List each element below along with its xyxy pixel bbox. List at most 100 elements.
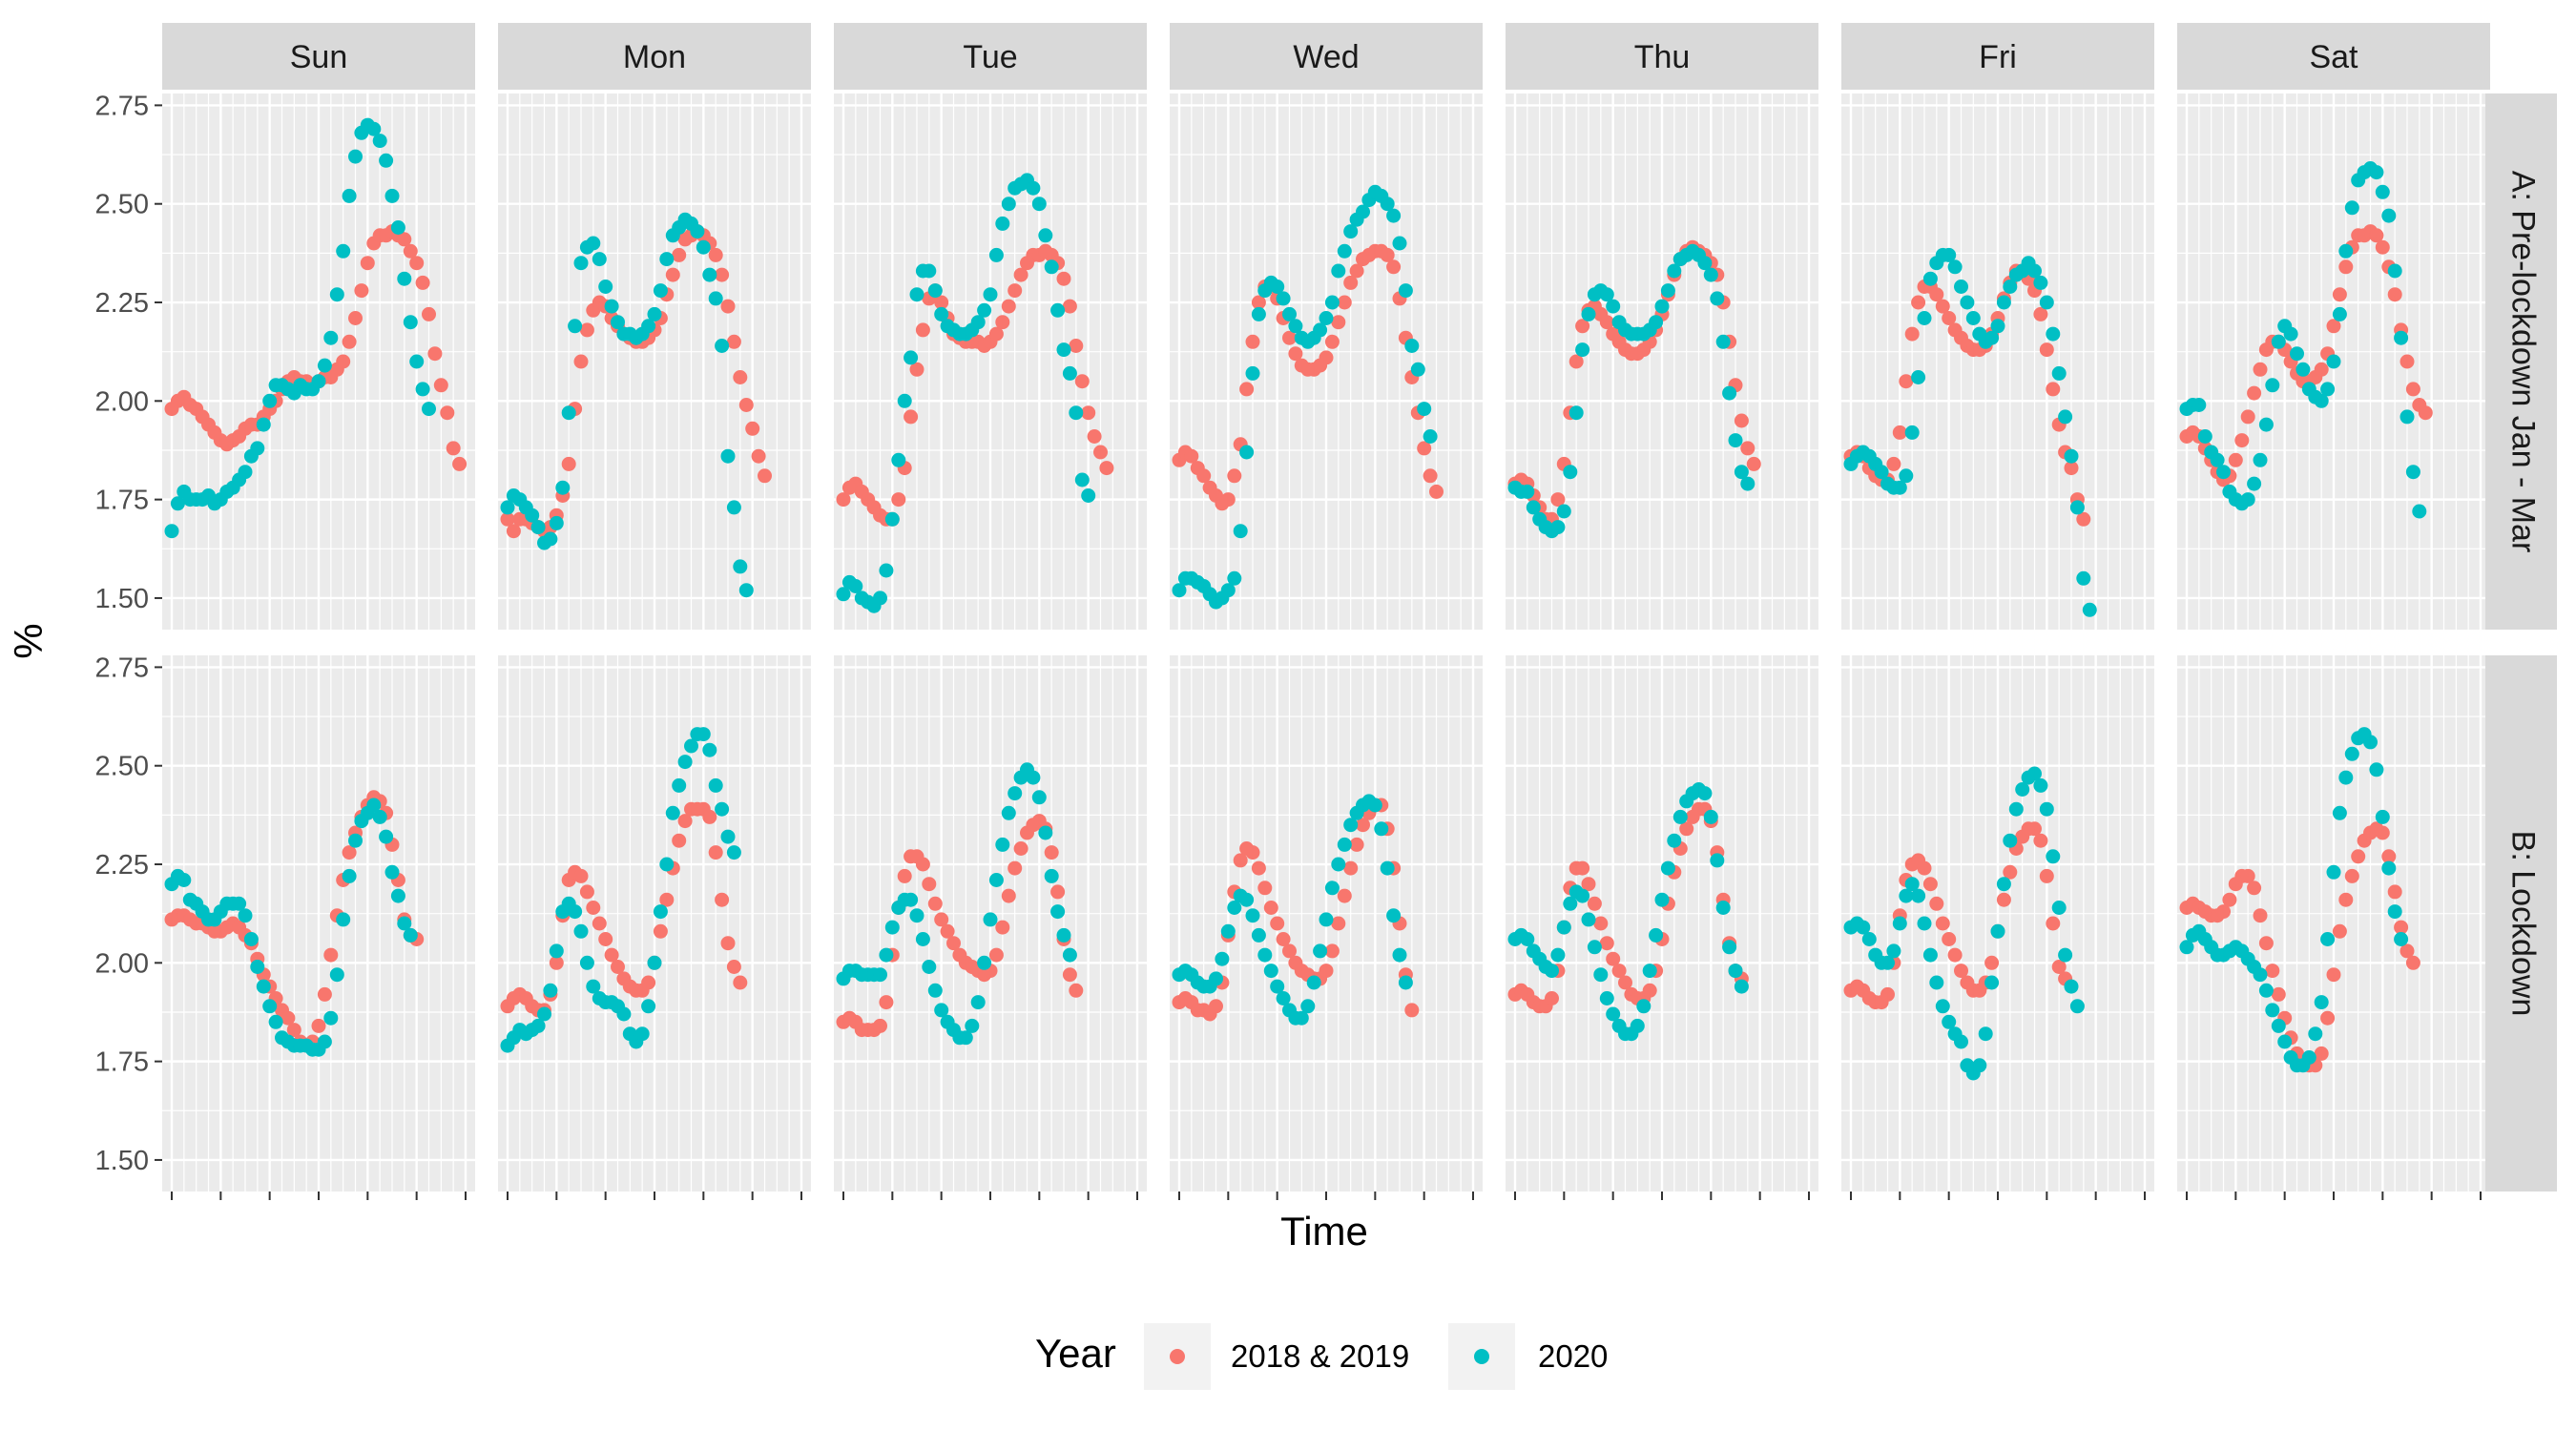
panel-a-fri [1841,93,2154,630]
data-point [1233,853,1248,868]
data-point [720,829,736,844]
data-point [611,960,625,974]
data-point [1343,818,1359,833]
data-point [995,315,1010,330]
data-point [983,912,998,927]
data-point [1947,947,1963,963]
data-point [243,932,259,946]
data-point [1550,520,1566,535]
data-point [1642,964,1657,979]
data-point [2069,500,2085,515]
y-tick-label: 2.00 [95,386,149,417]
data-point [653,904,668,920]
data-point [1380,247,1395,262]
data-point [452,456,467,471]
data-point [1550,492,1566,508]
data-point [1417,441,1432,456]
data-point [262,393,278,408]
data-point [1599,287,1614,302]
data-point [409,354,425,369]
data-point [726,500,741,515]
data-point [720,299,736,314]
data-point [397,916,412,931]
data-point [1917,311,1932,325]
data-point [2296,362,2311,377]
data-point [2375,825,2390,840]
data-point [1984,330,2000,345]
data-point [342,845,357,860]
y-tick-label: 2.50 [95,752,149,782]
data-point [2265,964,2280,979]
data-point [977,955,992,970]
data-point [751,448,766,464]
data-point [1239,892,1255,907]
data-point [372,809,387,824]
data-point [1337,295,1352,310]
data-point [1423,468,1438,484]
data-point [2344,746,2359,761]
data-point [715,267,730,282]
data-point [1581,877,1596,892]
data-point [2216,465,2231,480]
data-point [1740,441,1755,456]
data-point [2064,448,2079,464]
row-label-a: A: Pre-lockdown Jan - Mar [2505,171,2542,553]
data-point [579,955,594,970]
data-point [2320,382,2336,397]
data-point [1209,971,1223,986]
data-point [1050,884,1066,900]
data-point [1904,877,1920,892]
data-point [1880,955,1895,970]
data-point [1288,346,1303,362]
data-point [702,267,717,282]
panel-b-fri [1841,655,2154,1192]
data-point [409,256,425,271]
data-point [677,755,693,770]
data-point [1520,484,1535,499]
data-point [568,319,583,334]
data-point [1196,468,1212,484]
series-1 [164,117,2427,1081]
data-point [2412,504,2427,519]
data-point [2179,940,2194,955]
data-point [1978,1026,1993,1042]
data-point [836,492,851,508]
data-point [927,283,943,299]
data-point [1649,927,1664,943]
data-point [1398,283,1413,299]
facet-label-mon: Mon [623,39,686,75]
data-point [836,587,851,602]
legend-title: Year [1035,1331,1116,1376]
data-point [1062,299,1077,314]
points-layer [164,117,2433,1081]
data-point [1861,932,1877,946]
data-point [1667,833,1682,848]
data-point [1386,208,1402,223]
data-point [427,346,443,362]
data-point [2308,1026,2323,1042]
data-point [2192,398,2207,412]
data-point [2277,1034,2293,1049]
data-point [2387,287,2402,302]
data-point [1038,228,1053,243]
data-point [256,417,271,432]
data-point [677,814,693,829]
data-point [1288,319,1303,334]
data-point [2399,354,2415,369]
data-point [598,280,613,294]
data-point [2387,263,2402,279]
facet-label-tue: Tue [963,39,1017,75]
data-point [2253,362,2268,377]
legend-label: 2020 [1538,1338,1608,1374]
panel-a-wed [1170,93,1483,630]
data-point [738,583,754,598]
y-tick-label: 2.75 [95,653,149,683]
data-point [1343,224,1359,239]
data-point [537,1006,551,1022]
data-point [873,1018,887,1033]
data-point [2375,184,2390,199]
facet-label-thu: Thu [1634,39,1691,75]
data-point [1703,267,1718,282]
data-point [2069,999,2085,1014]
data-point [2234,433,2250,448]
